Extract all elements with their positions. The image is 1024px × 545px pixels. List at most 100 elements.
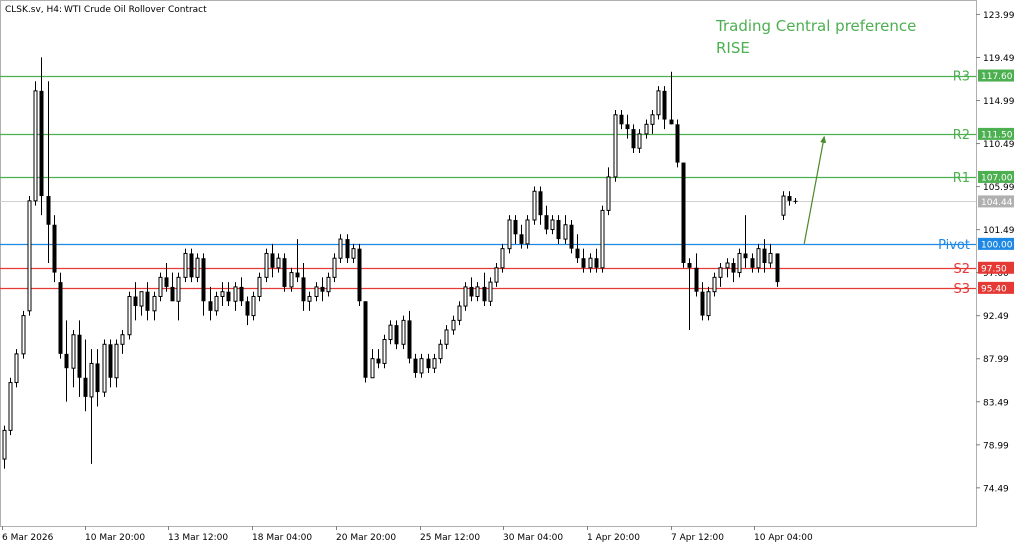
x-tick-label: 10 Apr 04:00	[754, 533, 813, 543]
candle-body-down	[363, 301, 368, 378]
time-axis[interactable]: 6 Mar 2026 10 Mar 20:00 13 Mar 12:00 18 Mar…	[2, 526, 813, 543]
candle	[164, 263, 169, 292]
y-tick-label: 114.99	[983, 97, 1015, 107]
candle-body-down	[95, 363, 100, 393]
candle-body-up	[276, 257, 281, 269]
candle	[170, 272, 175, 302]
candle	[245, 296, 250, 326]
candle	[394, 320, 399, 350]
candle	[233, 282, 238, 311]
candle-body-up	[114, 343, 119, 379]
candle	[463, 282, 468, 311]
candle	[426, 353, 431, 373]
candle-body-down	[694, 267, 699, 292]
candle	[357, 243, 362, 307]
candle-body-up	[21, 315, 26, 355]
candle-body-down	[544, 215, 549, 230]
candle	[52, 215, 57, 283]
candle-body-down	[662, 90, 667, 120]
candle-body-up	[457, 305, 462, 321]
candle-body-down	[376, 358, 381, 364]
candle	[781, 191, 786, 220]
candle-body-up	[120, 334, 125, 345]
price-axis[interactable]: 123.99 119.49 114.99 110.49 105.99 101.49 97.0…	[976, 11, 1015, 494]
candle-body-up	[264, 252, 269, 278]
level-labels: R3 R2 R1 Pivot S2 S3	[938, 70, 970, 297]
candle-body-up	[525, 219, 530, 245]
candle	[712, 272, 717, 297]
x-tick-label: 18 Mar 04:00	[252, 533, 312, 543]
candle	[276, 253, 281, 273]
candle-body-down	[631, 129, 636, 149]
candle-body-down	[39, 90, 44, 197]
candle	[139, 291, 144, 316]
candle	[793, 197, 798, 204]
price-tags: 104.44 117.60 111.50 107.00 100.00 97.50 95.40	[978, 69, 1014, 294]
y-tick-label: 97.00	[983, 269, 1009, 279]
candle-body-up	[152, 295, 157, 312]
candle	[95, 349, 100, 407]
preference-label: Trading Central preference	[715, 17, 916, 35]
candle-body-up	[71, 334, 76, 369]
candle-body-down	[700, 291, 705, 316]
candle	[725, 258, 730, 278]
candle	[438, 339, 443, 364]
candle-body-up	[475, 286, 480, 297]
level-name-r1: R1	[953, 171, 970, 186]
candle	[120, 329, 125, 354]
candle	[282, 253, 287, 292]
candle-body-down	[469, 286, 474, 297]
candle	[176, 272, 181, 321]
candle	[264, 248, 269, 283]
candle-body-down	[743, 253, 748, 259]
candle-body-up	[718, 267, 723, 278]
candle	[183, 248, 188, 283]
candle	[320, 277, 325, 302]
y-tick-label: 119.49	[983, 54, 1015, 64]
candle-body-down	[164, 277, 169, 287]
candle-body-down	[52, 224, 57, 273]
candle-body-down	[731, 263, 736, 273]
candle	[345, 234, 350, 263]
candle	[756, 243, 761, 273]
y-tick-label: 105.99	[983, 183, 1015, 193]
candle	[575, 234, 580, 263]
candle-body-up	[251, 295, 256, 317]
candle	[208, 286, 213, 321]
candle-body-down	[46, 196, 51, 225]
candle	[694, 253, 699, 297]
candle	[145, 282, 150, 321]
price-tag-r3-bg	[978, 69, 1014, 82]
candle-body-up	[488, 281, 493, 302]
forecast-arrow	[803, 135, 827, 244]
y-tick-label: 83.49	[983, 398, 1009, 408]
candle-body-down	[295, 272, 300, 278]
level-lines	[0, 75, 976, 290]
candle-body-down	[581, 258, 586, 268]
candle	[351, 243, 356, 263]
candle-body-up	[220, 291, 225, 297]
candle-body-up	[195, 257, 200, 278]
price-tag-r2-bg	[978, 127, 1014, 140]
candle-body-up	[176, 276, 181, 302]
candle	[525, 215, 530, 249]
price-tag-r1-bg	[978, 170, 1014, 183]
candle-body-up	[507, 219, 512, 250]
candles	[2, 57, 798, 469]
candle-body-up	[127, 295, 132, 336]
candle	[301, 263, 306, 311]
candle	[370, 349, 375, 379]
candle	[33, 81, 38, 206]
candle	[532, 186, 537, 225]
level-name-pivot: Pivot	[938, 238, 970, 253]
candle-body-up	[289, 272, 294, 288]
candle-body-down	[394, 325, 399, 345]
candle	[289, 267, 294, 292]
candle-body-up	[183, 252, 188, 278]
price-tag-r3: 117.60	[978, 69, 1014, 82]
candle-body-up	[656, 90, 661, 116]
candle-body-up	[637, 133, 642, 149]
candle-body-down	[482, 286, 487, 302]
